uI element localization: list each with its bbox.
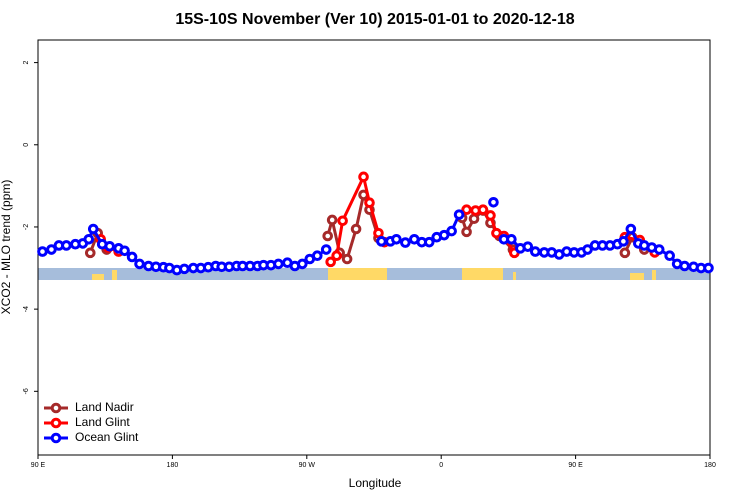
point	[119, 245, 130, 257]
land-band	[652, 270, 656, 280]
point	[477, 204, 489, 215]
point	[653, 244, 665, 255]
legend-marker	[50, 432, 62, 444]
series	[37, 197, 714, 276]
point	[679, 260, 690, 272]
point	[326, 214, 338, 226]
x-tick-label: 90 W	[299, 462, 316, 469]
legend-label: Land Glint	[75, 415, 130, 429]
y-tick-label: 2	[23, 61, 30, 65]
point	[179, 263, 190, 275]
point	[84, 247, 96, 259]
point	[461, 226, 472, 238]
x-tick-label: 0	[439, 462, 443, 469]
point	[485, 210, 496, 221]
legend-marker	[50, 402, 62, 414]
point	[37, 246, 48, 257]
y-tick-label: -2	[23, 224, 30, 230]
x-tick-label: 180	[704, 462, 716, 469]
y-tick-label: -4	[23, 306, 30, 312]
point	[337, 215, 348, 227]
y-tick-label: -6	[23, 388, 30, 394]
point	[320, 244, 332, 255]
point	[126, 251, 138, 263]
point	[358, 171, 369, 183]
point	[488, 197, 499, 208]
land-mask	[38, 268, 710, 280]
point	[46, 244, 57, 255]
point	[322, 230, 334, 242]
point	[350, 223, 362, 235]
point	[373, 227, 384, 239]
land-band	[513, 272, 516, 280]
point	[331, 250, 342, 262]
chart-title: 15S-10S November (Ver 10) 2015-01-01 to …	[175, 11, 574, 28]
y-axis-label: XCO2 - MLO trend (ppm)	[0, 180, 13, 315]
point	[703, 262, 714, 274]
point	[376, 236, 387, 247]
land-band	[328, 268, 387, 280]
x-axis-label: Longitude	[349, 476, 402, 490]
point	[87, 223, 99, 235]
point	[400, 237, 411, 248]
y-tick-label: 0	[23, 143, 30, 147]
point	[83, 233, 95, 245]
point	[446, 225, 457, 237]
point	[297, 258, 308, 270]
legend-marker	[50, 417, 62, 429]
point	[273, 258, 284, 270]
plot-frame	[37, 39, 711, 456]
point	[468, 213, 480, 225]
land-band	[630, 273, 644, 280]
point	[391, 233, 402, 245]
point	[104, 240, 115, 252]
point	[506, 233, 517, 245]
point	[134, 258, 145, 270]
x-tick-label: 180	[167, 462, 179, 469]
legend-label: Ocean Glint	[75, 430, 139, 444]
land-band	[462, 268, 503, 280]
point	[664, 250, 675, 262]
point	[311, 250, 323, 262]
x-tick-label: 90 E	[31, 462, 46, 469]
point	[438, 229, 450, 241]
point	[582, 244, 593, 255]
point	[364, 197, 375, 209]
legend-label: Land Nadir	[75, 400, 134, 414]
x-tick-label: 90 E	[568, 462, 583, 469]
point	[618, 236, 629, 247]
point	[453, 209, 465, 220]
point	[522, 241, 534, 252]
point	[625, 223, 637, 235]
land-band	[112, 270, 117, 280]
point	[423, 236, 435, 248]
point	[529, 246, 541, 257]
point	[325, 256, 336, 268]
point	[341, 253, 353, 265]
point	[619, 247, 631, 259]
land-band	[92, 274, 104, 280]
point	[461, 204, 472, 215]
point	[61, 240, 72, 251]
